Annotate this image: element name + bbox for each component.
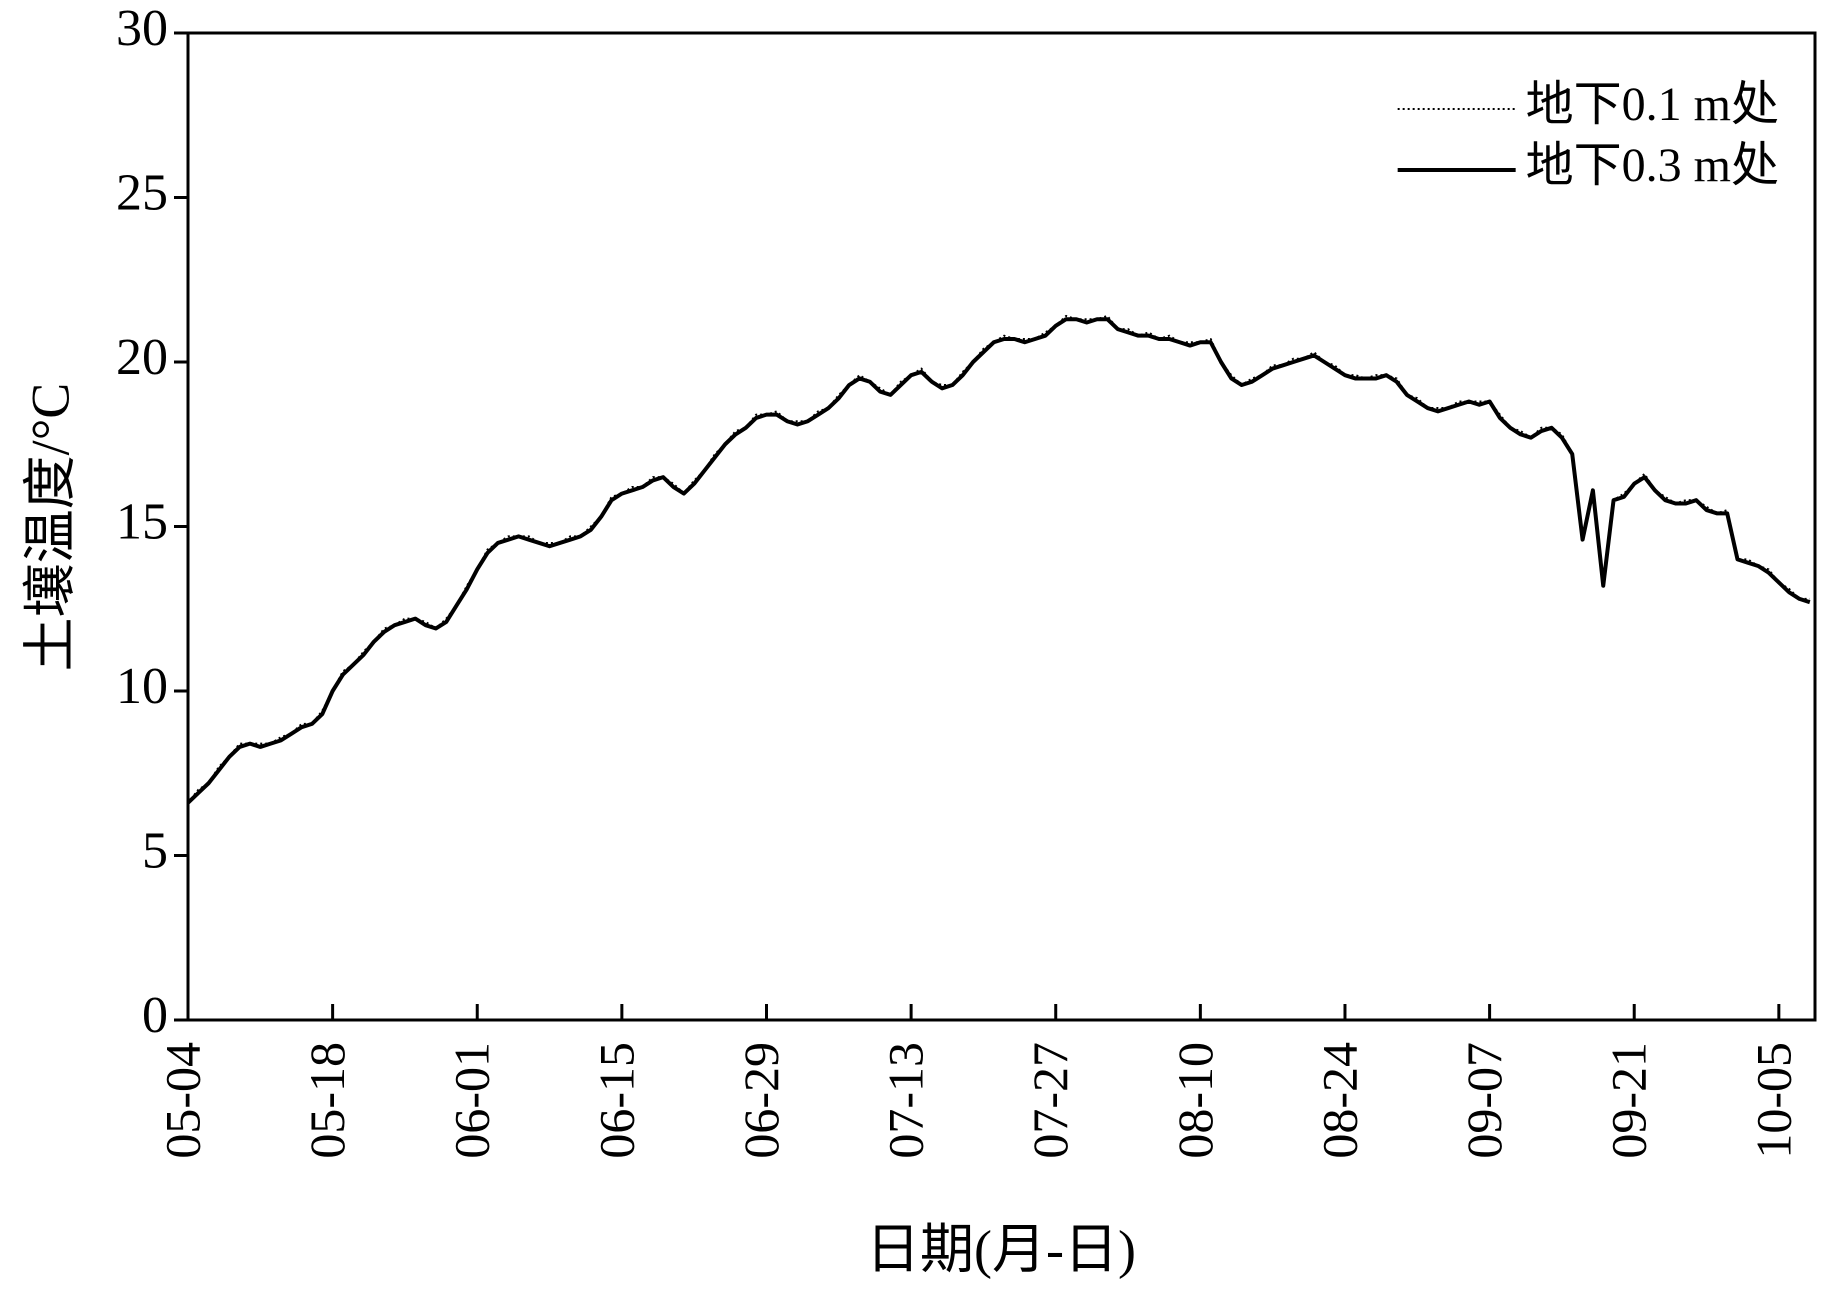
y-tick-label: 25 (116, 164, 168, 221)
y-tick-label: 20 (116, 329, 168, 386)
x-tick-label: 06-01 (444, 1042, 500, 1159)
y-tick-label: 5 (142, 822, 168, 879)
legend-label: 地下0.1 m处 (1526, 78, 1779, 131)
x-tick-label: 06-29 (733, 1042, 789, 1159)
y-tick-label: 10 (116, 658, 168, 715)
x-tick-label: 07-27 (1022, 1042, 1078, 1159)
x-tick-label: 07-13 (878, 1042, 934, 1159)
y-axis-title: 土壤温度/°C (20, 383, 80, 672)
x-axis-title: 日期(月-日) (866, 1219, 1136, 1279)
x-tick-label: 10-05 (1745, 1042, 1801, 1159)
series-line (187, 314, 1810, 804)
y-tick-label: 30 (116, 0, 168, 57)
x-tick-label: 08-10 (1167, 1042, 1223, 1159)
x-tick-label: 09-21 (1601, 1042, 1657, 1159)
x-tick-label: 09-07 (1456, 1042, 1512, 1159)
x-tick-label: 08-24 (1311, 1042, 1367, 1159)
legend-label: 地下0.3 m处 (1526, 139, 1779, 192)
x-tick-label: 06-15 (588, 1042, 644, 1159)
x-tick-label: 05-18 (299, 1042, 355, 1159)
series-line (186, 317, 1811, 805)
x-tick-label: 05-04 (154, 1042, 210, 1159)
y-tick-label: 15 (116, 493, 168, 550)
y-tick-label: 0 (142, 987, 168, 1044)
